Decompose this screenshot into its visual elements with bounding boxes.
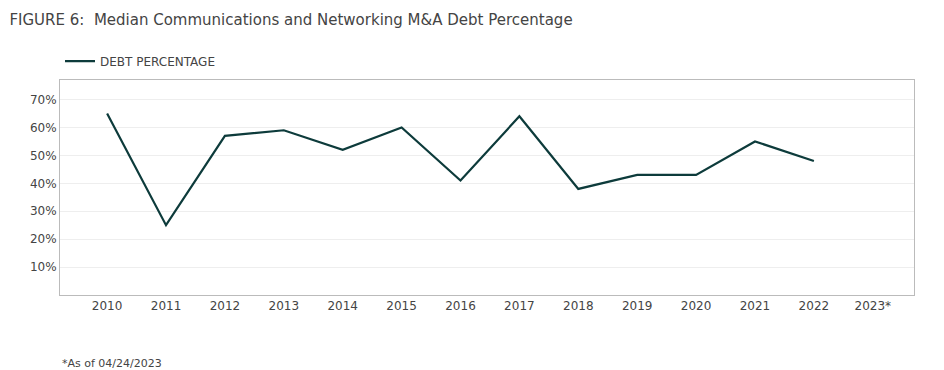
svg-text:40%: 40% (30, 177, 57, 191)
svg-text:2011: 2011 (151, 299, 182, 313)
svg-text:60%: 60% (30, 121, 57, 135)
svg-text:70%: 70% (30, 93, 57, 107)
svg-text:30%: 30% (30, 204, 57, 218)
svg-text:2020: 2020 (681, 299, 712, 313)
svg-text:2016: 2016 (445, 299, 476, 313)
svg-text:2018: 2018 (563, 299, 594, 313)
svg-text:DEBT PERCENTAGE: DEBT PERCENTAGE (100, 55, 215, 69)
svg-text:2019: 2019 (622, 299, 653, 313)
svg-text:20%: 20% (30, 232, 57, 246)
svg-text:*As of 04/24/2023: *As of 04/24/2023 (62, 357, 162, 370)
svg-text:2017: 2017 (504, 299, 535, 313)
svg-text:2023*: 2023* (854, 299, 891, 313)
svg-text:2021: 2021 (740, 299, 771, 313)
svg-text:FIGURE 6: Median Communicatio: FIGURE 6: Median Communications and Netw… (9, 11, 572, 29)
svg-text:2013: 2013 (269, 299, 300, 313)
svg-text:2022: 2022 (799, 299, 830, 313)
svg-text:50%: 50% (30, 149, 57, 163)
svg-text:10%: 10% (30, 260, 57, 274)
svg-text:2010: 2010 (92, 299, 123, 313)
svg-text:2014: 2014 (327, 299, 358, 313)
svg-text:2012: 2012 (210, 299, 241, 313)
svg-text:2015: 2015 (386, 299, 417, 313)
